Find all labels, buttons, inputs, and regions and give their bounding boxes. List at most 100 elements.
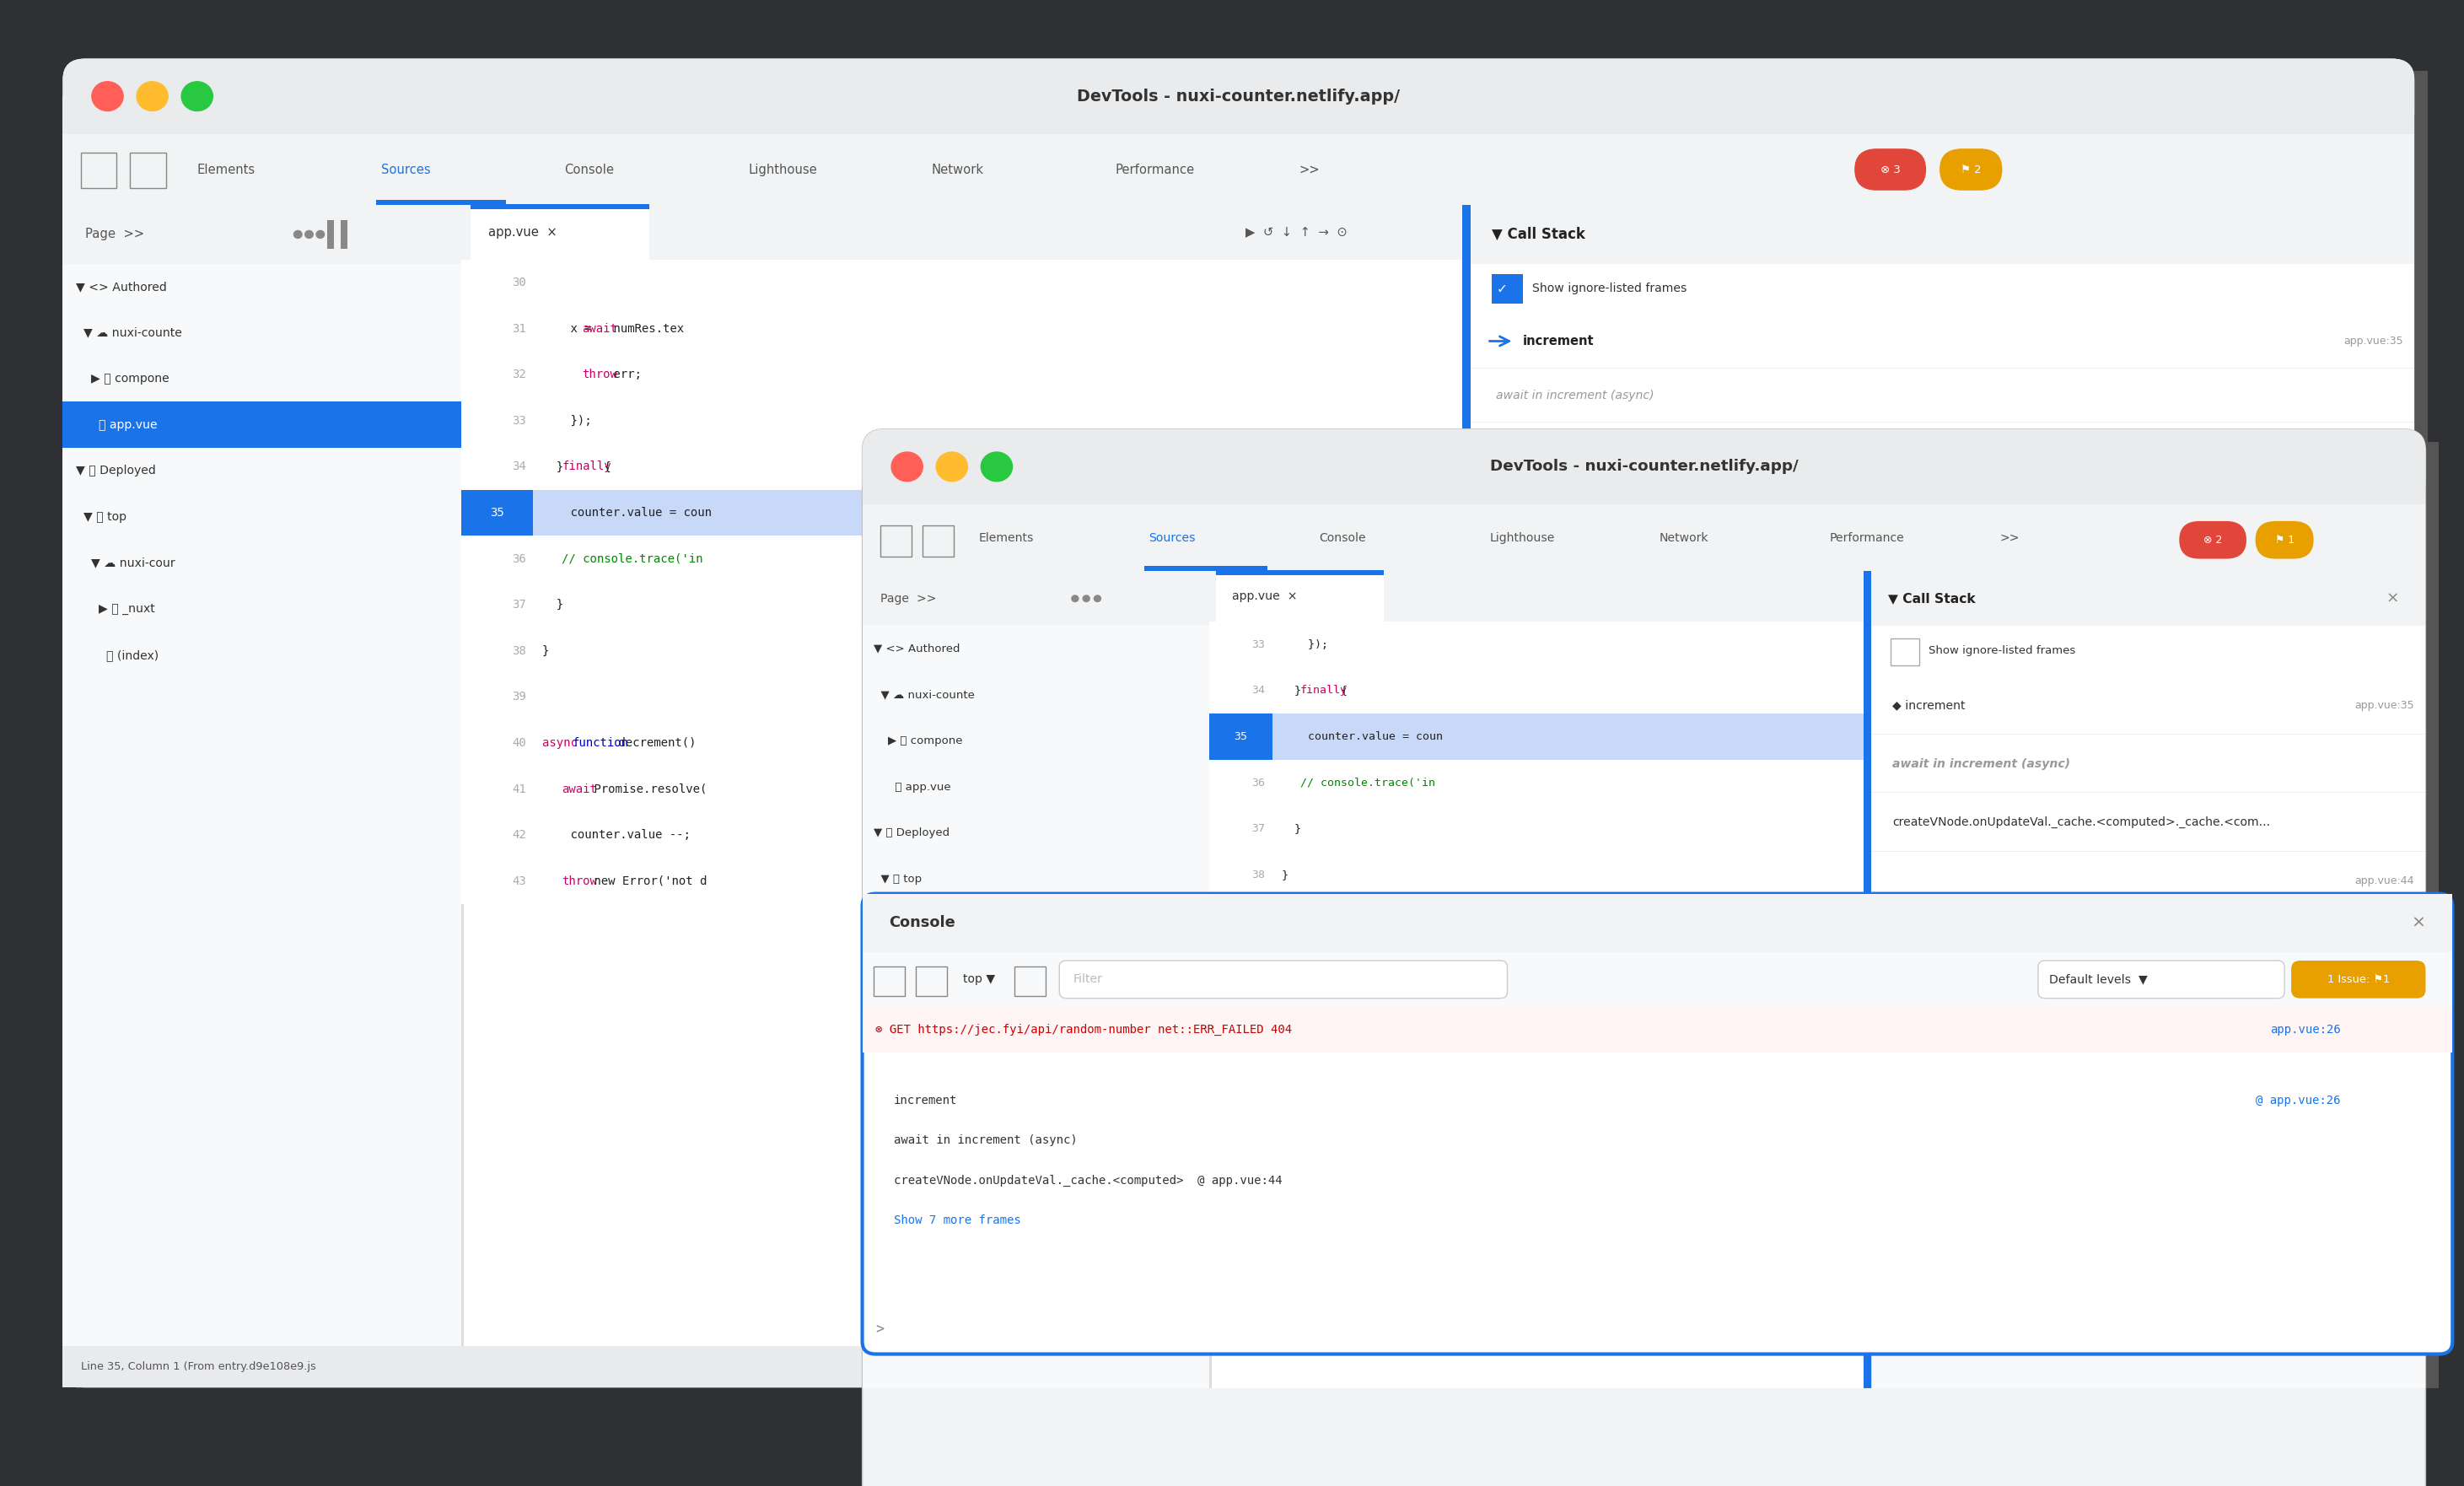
Bar [922,525,954,557]
Text: Promise.resolve(: Promise.resolve( [586,783,707,795]
Text: 39: 39 [1252,915,1266,926]
Text: throw: throw [562,875,596,887]
FancyBboxPatch shape [2255,522,2314,559]
Bar [1217,571,1385,621]
Text: finally: finally [562,461,611,473]
Bar [461,719,1469,765]
Text: counter.value --;: counter.value --; [542,829,690,841]
Text: throw: throw [582,369,616,380]
Text: ×: × [2412,915,2425,930]
Bar [62,309,461,355]
Bar [862,1006,2452,1052]
Circle shape [136,82,168,111]
Text: Lighthouse: Lighthouse [749,163,818,175]
Text: function: function [572,737,628,749]
Text: Console: Console [890,915,956,930]
Bar [1469,205,2415,1346]
Text: top ▼: top ▼ [126,1482,160,1486]
Text: Console: Console [1318,532,1365,544]
Bar [1870,571,2425,1486]
Text: callWithErrorHandling: callWithErrorHandling [1496,553,1626,565]
Bar [1015,967,1045,996]
Text: 36: 36 [513,553,527,565]
Bar [862,856,1210,902]
Text: >>: >> [1299,163,1321,175]
Bar [1210,898,1870,944]
Text: });: }); [542,415,591,426]
Bar [862,504,2425,571]
Bar [1870,676,2425,734]
Bar [862,718,1210,764]
Bar [461,398,1469,444]
Text: createVNode.onUpdateVal._cache.<computed>  @ app.vue:44: createVNode.onUpdateVal._cache.<computed… [894,1174,1281,1186]
Text: 33: 33 [513,415,527,426]
Text: err;: err; [606,369,643,380]
Text: }: } [1281,823,1301,834]
Bar [62,1346,2415,1388]
Bar [1469,205,2415,263]
Circle shape [306,230,313,238]
Text: 31: 31 [513,322,527,334]
Text: Elements: Elements [197,163,256,175]
Text: ▼ Call Stack: ▼ Call Stack [1491,227,1584,242]
Bar [461,205,1469,1346]
Text: Page  >>: Page >> [86,227,145,241]
Bar [862,626,1210,672]
Text: app.vue:44: app.vue:44 [2356,875,2415,887]
Text: Show ignore-listed frames: Show ignore-listed frames [1929,645,2075,657]
Bar [1210,713,1271,759]
Text: app.vue:35: app.vue:35 [2356,700,2415,710]
Text: function: function [1311,961,1365,972]
FancyBboxPatch shape [862,429,2425,504]
Bar [1870,794,2425,851]
Text: Show 7 more frames: Show 7 more frames [894,1214,1020,1226]
Bar [62,355,461,401]
Text: ▼ ☁ nuxi-counte: ▼ ☁ nuxi-counte [872,690,976,700]
Bar [62,447,461,493]
Bar [340,220,347,250]
Circle shape [182,82,212,111]
FancyBboxPatch shape [1855,149,1927,190]
Text: Line 35, Column 1 (From entry.d9e108e9.js: Line 35, Column 1 (From entry.d9e108e9.j… [81,1361,315,1372]
Bar [461,583,1469,629]
Text: ⊗ 2: ⊗ 2 [2203,535,2223,545]
Bar [461,260,1469,306]
Text: x =: x = [542,322,599,334]
Bar [1870,851,2425,911]
Text: app.vue:26: app.vue:26 [2269,1024,2341,1036]
Bar [1210,571,1870,1486]
Bar [62,632,461,678]
Bar [917,967,946,996]
Bar [461,352,1469,398]
Text: }: } [542,645,549,657]
Bar [862,571,1210,626]
Bar [1469,477,2415,532]
Bar [461,811,1469,857]
Bar [1469,369,2415,422]
Text: await in increment (async): await in increment (async) [1892,758,2070,770]
Text: }: } [542,599,564,611]
Text: ◆ increment: ◆ increment [1892,700,1966,712]
Bar [62,263,461,309]
Text: Show ignore-listed frames: Show ignore-listed frames [1533,282,1685,294]
Text: ▼ ☁ nuxi-cour: ▼ ☁ nuxi-cour [76,557,175,569]
Bar [62,1409,1363,1462]
Text: DevTools - nuxi-counter.netlify.app/: DevTools - nuxi-counter.netlify.app/ [1491,459,1799,474]
Text: 34: 34 [513,461,527,473]
Bar [62,493,461,539]
Text: Filter: Filter [276,1482,306,1486]
Text: decrement(): decrement() [611,737,697,749]
Text: 38: 38 [1252,869,1266,880]
Text: >>: >> [2001,532,2020,544]
Text: 37: 37 [513,599,527,611]
Text: 35: 35 [1234,731,1247,742]
Bar [471,205,650,260]
Bar [62,205,2415,1388]
Text: increment: increment [894,1095,956,1107]
Text: }: } [1281,685,1308,695]
Text: decrement(): decrement() [1348,961,1429,972]
Text: runtime-core.es...bundler.js:173: runtime-core.es...bundler.js:173 [2235,553,2402,565]
Text: 33: 33 [1252,639,1266,649]
Bar [875,441,2439,1486]
Bar [1870,626,2425,676]
